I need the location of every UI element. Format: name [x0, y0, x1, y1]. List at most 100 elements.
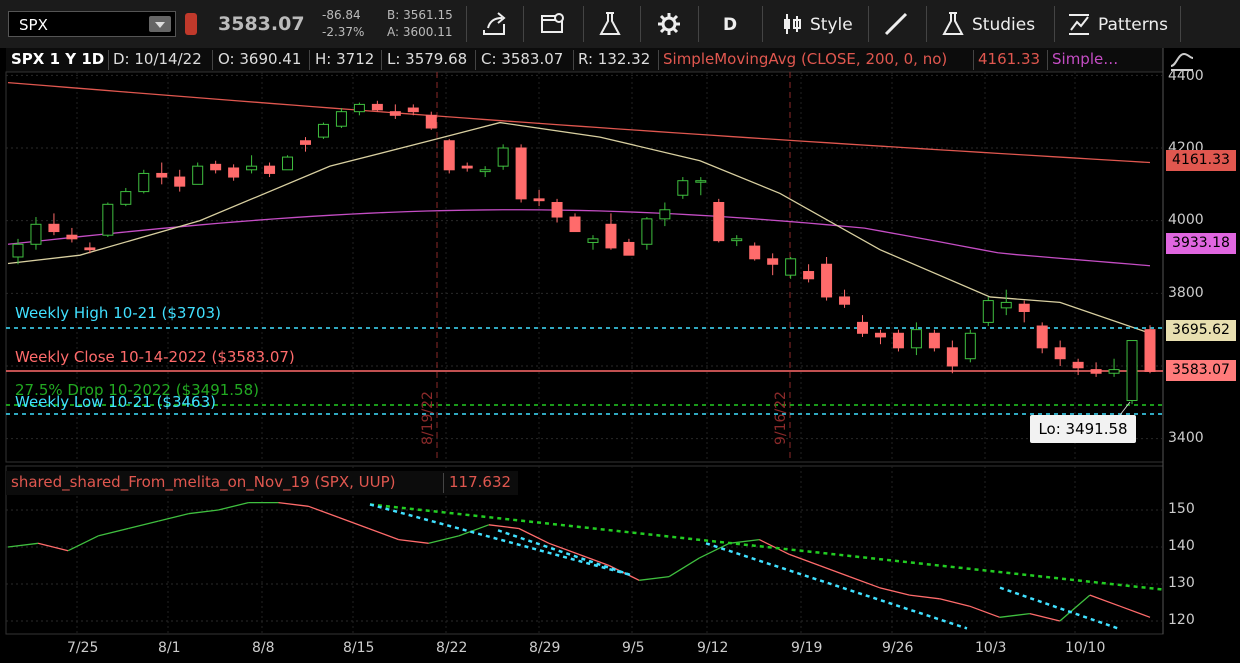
- studies-button[interactable]: Studies: [972, 15, 1036, 35]
- weekly-low-label[interactable]: Weekly Low 10-21 ($3463): [15, 393, 216, 411]
- bubble-pointer: [1119, 401, 1131, 416]
- candle-body: [84, 247, 96, 251]
- candle-body: [425, 114, 437, 129]
- candle-body: [785, 258, 797, 276]
- lower-series-segment: [849, 575, 880, 589]
- price-tick: 4000: [1168, 212, 1204, 228]
- chart-mode-icon[interactable]: [1168, 48, 1196, 74]
- patterns-button[interactable]: Patterns: [1098, 15, 1169, 35]
- chevron-down-icon[interactable]: [149, 16, 171, 32]
- divider: [1054, 6, 1055, 42]
- candle-body: [102, 203, 114, 236]
- lower-series-segment: [879, 587, 910, 596]
- lower-series-segment: [578, 553, 610, 567]
- weekly-high-label[interactable]: Weekly High 10-21 ($3703): [15, 304, 221, 322]
- candle-body: [713, 201, 725, 242]
- lower-series-segment: [368, 527, 399, 541]
- alert-icon[interactable]: [185, 13, 197, 35]
- candle-body: [677, 180, 689, 196]
- candle-body: [210, 163, 222, 171]
- candle-body: [695, 180, 707, 183]
- divider: [868, 6, 869, 42]
- candle-body: [12, 243, 24, 258]
- candle-body: [569, 216, 581, 233]
- lower-series-segment: [639, 575, 670, 581]
- lower-series-segment: [98, 527, 129, 537]
- divider: [443, 473, 444, 493]
- sma2-label[interactable]: Simple…: [1052, 50, 1119, 68]
- lower-series-segment: [909, 594, 940, 600]
- lower-series-segment: [158, 513, 189, 522]
- aggregation-button[interactable]: D: [723, 15, 738, 35]
- candle-body: [892, 332, 904, 349]
- candle-body: [749, 245, 761, 260]
- top-toolbar: SPX 3583.07 -86.84 -2.37% B: 3561.15 A: …: [0, 0, 1240, 48]
- lower-trend-line-cyan: [369, 503, 631, 576]
- candle-body: [335, 111, 347, 127]
- candle-body: [1144, 329, 1156, 372]
- sma20-line: [7, 121, 1151, 334]
- candle-body: [587, 238, 599, 243]
- candle-body: [497, 147, 509, 167]
- candle-body: [156, 172, 168, 178]
- candle-body: [1090, 369, 1102, 374]
- divider: [466, 6, 467, 42]
- lower-series-segment: [518, 527, 550, 544]
- lower-series-segment: [1029, 612, 1060, 622]
- date-tick: 8/22: [436, 640, 468, 656]
- style-button[interactable]: Style: [810, 15, 853, 35]
- lower-series-segment: [458, 524, 490, 537]
- candle-body: [138, 172, 150, 193]
- divider: [583, 6, 584, 42]
- patterns-icon[interactable]: [1066, 10, 1092, 38]
- lower-study-title[interactable]: shared_shared_From_melita_on_Nov_19 (SPX…: [11, 473, 396, 491]
- sma-label[interactable]: SimpleMovingAvg (CLOSE, 200, 0, no): [663, 50, 948, 68]
- studies-flask-icon[interactable]: [940, 10, 966, 38]
- divider: [640, 6, 641, 42]
- drawing-line-icon[interactable]: [880, 10, 912, 38]
- vline-date-label: 9/16/22: [773, 391, 789, 445]
- gear-icon[interactable]: [655, 10, 683, 38]
- divider: [698, 6, 699, 42]
- lower-series-segment: [37, 542, 69, 552]
- lower-series-segment: [188, 509, 219, 515]
- candle-body: [317, 123, 329, 138]
- date-tick: 10/10: [1065, 640, 1106, 656]
- divider: [309, 50, 310, 70]
- date-tick: 9/5: [622, 640, 645, 656]
- lower-series-segment: [698, 542, 730, 559]
- lower-series-segment: [7, 542, 39, 548]
- date-tick: 7/25: [67, 640, 99, 656]
- header-high: H: 3712: [315, 50, 375, 68]
- sma-value: 4161.33: [978, 50, 1041, 68]
- candle-body: [803, 271, 815, 280]
- pct-change: -2.37%: [322, 25, 365, 39]
- sma200-line: [7, 81, 1151, 164]
- sma50-price-tag: 3933.18: [1166, 233, 1236, 254]
- settings-window-icon[interactable]: [538, 10, 568, 38]
- chart-title[interactable]: SPX 1 Y 1D: [11, 50, 105, 68]
- lower-trend-line-cyan: [705, 542, 968, 630]
- flask-icon[interactable]: [596, 10, 624, 38]
- divider: [658, 50, 659, 70]
- candle-body: [1054, 347, 1066, 360]
- divider: [1180, 6, 1181, 42]
- symbol-selector[interactable]: SPX: [8, 11, 176, 37]
- lower-series-segment: [759, 539, 790, 555]
- date-tick: 8/29: [529, 640, 561, 656]
- lower-series-segment: [1119, 605, 1151, 618]
- weekly-close-label[interactable]: Weekly Close 10-14-2022 ($3583.07): [15, 348, 295, 366]
- candle-body: [767, 258, 779, 265]
- divider: [523, 6, 524, 42]
- lower-series-segment: [218, 501, 249, 511]
- candle-style-icon[interactable]: [780, 10, 804, 38]
- lower-series-segment: [548, 542, 580, 556]
- lower-series-segment: [999, 612, 1030, 618]
- lower-series-segment: [278, 501, 309, 507]
- ask-price: A: 3600.11: [387, 25, 453, 39]
- divider: [926, 6, 927, 42]
- share-icon[interactable]: [480, 10, 508, 38]
- drop-label[interactable]: 27.5% Drop 10-2022 ($3491.58): [15, 381, 259, 399]
- candle-body: [533, 198, 545, 202]
